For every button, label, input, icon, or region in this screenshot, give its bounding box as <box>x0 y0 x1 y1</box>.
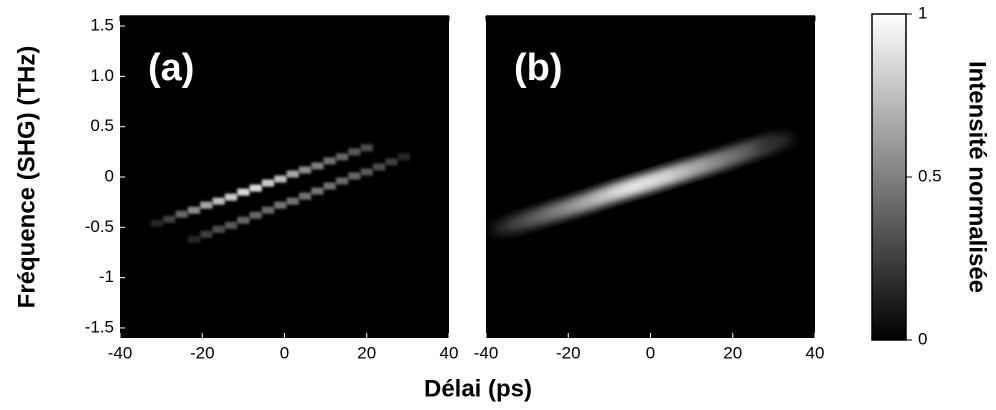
heatmap-cell <box>335 153 349 161</box>
heatmap-cell <box>163 215 176 223</box>
y-tick-label: 0 <box>105 166 114 185</box>
x-tick-label: 20 <box>357 343 376 362</box>
x-tick-label: 0 <box>646 343 655 362</box>
y-tick-label: 1.5 <box>90 16 114 35</box>
heatmap-cell <box>261 206 275 214</box>
heatmap-cell <box>397 153 410 161</box>
heatmap <box>491 133 794 235</box>
heatmap-cell <box>311 187 324 195</box>
heatmap-cell <box>175 210 188 218</box>
colorbar-tick-label: 0.5 <box>918 166 942 185</box>
colorbar-tick-label: 1 <box>918 3 927 22</box>
heatmap-cell <box>311 162 324 170</box>
y-tick-label: -0.5 <box>85 217 114 236</box>
y-tick-label: 1.0 <box>90 66 114 85</box>
heatmap-cell <box>261 179 275 187</box>
x-tick-label: -40 <box>108 343 133 362</box>
heatmap-cell <box>249 211 262 219</box>
heatmap-cell <box>200 230 213 238</box>
heatmap-cell <box>237 216 250 224</box>
heatmap-cell <box>286 197 299 205</box>
heatmap-cell <box>224 193 238 201</box>
colorbar <box>871 13 907 341</box>
x-tick-label: -20 <box>190 343 215 362</box>
heatmap-cell <box>212 197 225 205</box>
heatmap-cell <box>187 206 201 214</box>
heatmap-cell <box>298 166 312 174</box>
heatmap-cell <box>372 163 386 171</box>
heatmap-cell <box>323 157 336 165</box>
heatmap-cell <box>335 177 349 185</box>
colorbar-title: Intensité normalisée <box>964 61 991 293</box>
panel-label: (b) <box>514 47 563 89</box>
x-tick-label: 0 <box>280 343 289 362</box>
heatmap-cell <box>150 219 164 227</box>
heatmap-cell <box>212 225 225 233</box>
heatmap-cell <box>224 221 238 229</box>
x-tick-label: 40 <box>806 343 825 362</box>
x-axis-title: Délai (ps) <box>424 375 532 402</box>
heatmap-cell <box>274 201 287 209</box>
heatmap-cell <box>360 168 373 176</box>
x-tick-label: -20 <box>556 343 581 362</box>
heatmap-cell <box>274 175 287 183</box>
heatmap-cell <box>237 188 250 196</box>
x-tick-label: -40 <box>474 343 499 362</box>
y-tick-label: -1.5 <box>85 317 114 336</box>
y-tick-label: -1 <box>99 267 114 286</box>
panel-label: (a) <box>148 47 194 89</box>
heatmap-blob <box>754 133 794 152</box>
heatmap-cell <box>200 201 213 209</box>
x-tick-label: 20 <box>723 343 742 362</box>
heatmap-cell <box>323 182 336 190</box>
heatmap-cell <box>249 184 262 192</box>
heatmap-cell <box>385 158 398 166</box>
heatmap-cell <box>348 172 361 180</box>
y-axis-title: Fréquence (SHG) (THz) <box>13 46 40 309</box>
colorbar-tick-label: 0 <box>918 329 927 348</box>
y-tick-label: 0.5 <box>90 116 114 135</box>
heatmap-cell <box>286 170 299 178</box>
heatmap <box>150 144 410 243</box>
heatmap-cell <box>298 192 312 200</box>
heatmap-cell <box>348 148 361 156</box>
x-tick-label: 40 <box>440 343 459 362</box>
heatmap-cell <box>187 235 201 243</box>
heatmap-cell <box>360 144 373 152</box>
